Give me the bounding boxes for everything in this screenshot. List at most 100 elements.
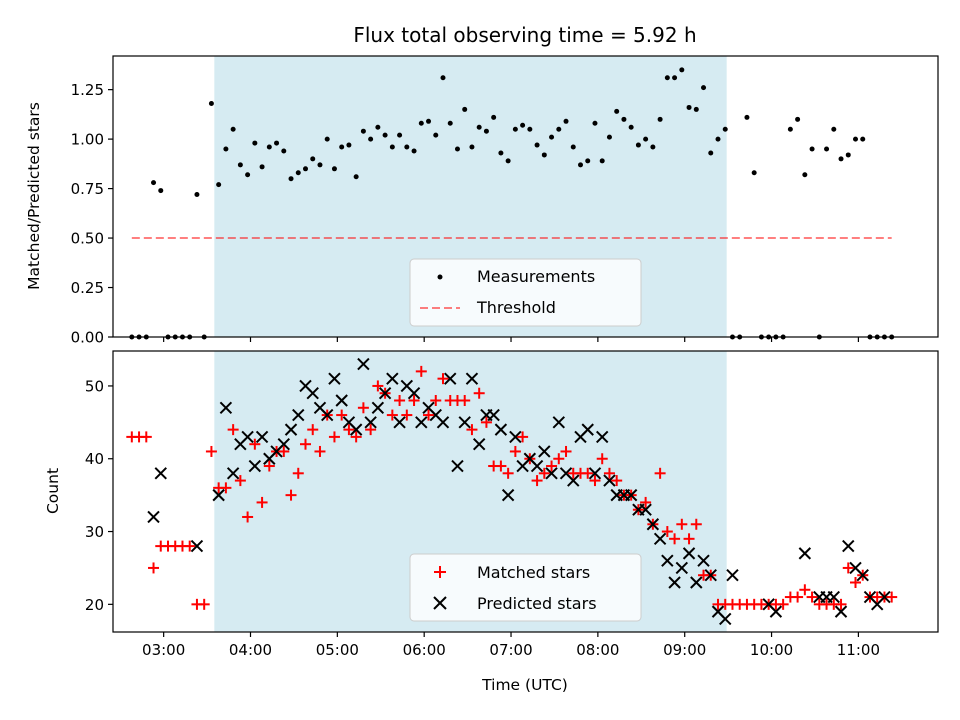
predicted-stars-point — [357, 357, 370, 371]
matched-stars-point — [835, 598, 847, 610]
bottom-y-tick-label: 20 — [85, 596, 104, 614]
matched-stars-point — [509, 445, 521, 457]
predicted-stars-point — [219, 401, 233, 414]
measurements-legend-label: Measurements — [477, 267, 595, 286]
measurements-point — [339, 144, 345, 150]
matched-stars-point — [350, 431, 362, 443]
measurements-point — [643, 136, 649, 142]
matched-stars-point — [415, 365, 427, 377]
matched-stars-legend-label: Matched stars — [477, 563, 590, 582]
top-x-axis-ticks — [163, 337, 859, 342]
measurements-point — [505, 158, 511, 164]
predicted-stars-point — [364, 416, 377, 429]
bottom-plot-frame — [112, 350, 939, 633]
predicted-stars-point — [798, 547, 812, 560]
measurements-point — [368, 136, 374, 142]
measurements-point — [491, 114, 497, 120]
measurements-point — [433, 132, 439, 138]
top-y-axis-label: Matched/Predicted stars — [25, 102, 43, 290]
predicted-stars-point — [567, 474, 580, 487]
measurements-point — [158, 188, 164, 194]
bottom-x-tick-label: 11:00 — [837, 641, 880, 659]
predicted-stars-point — [292, 408, 305, 422]
measurements-point — [440, 75, 446, 81]
predicted-stars-point — [509, 430, 522, 444]
predicted-stars-point — [726, 569, 739, 582]
predicted-stars-point — [349, 423, 363, 436]
predicted-stars-point — [487, 408, 500, 422]
predicted-stars-point — [386, 372, 399, 385]
top-plot-frame — [112, 55, 939, 338]
matched-stars-point — [886, 591, 898, 603]
predicted-stars-point — [697, 554, 710, 567]
predicted-stars-point — [255, 430, 269, 444]
predicted-stars-point — [834, 605, 848, 618]
measurements-point — [520, 122, 526, 128]
matched-stars-point — [256, 496, 268, 508]
matched-stars-point — [842, 562, 854, 574]
predicted-stars-point — [212, 488, 225, 502]
matched-stars-point — [386, 409, 398, 421]
matched-stars-point — [263, 460, 275, 472]
measurements-point — [541, 152, 547, 158]
bottom-y-axis-label: Count — [44, 468, 62, 514]
measurements-point — [151, 180, 157, 186]
threshold-legend-label: Threshold — [476, 298, 556, 317]
measurements-point — [447, 120, 453, 126]
measurements-point — [693, 106, 699, 112]
top-y-tick-label: 0.75 — [71, 180, 104, 198]
measurements-point — [628, 124, 634, 130]
measurements-point — [498, 150, 504, 156]
matched-stars-legend-marker — [434, 566, 446, 578]
matched-stars-point — [850, 576, 861, 588]
predicted-stars-point — [538, 445, 551, 458]
measurements-point — [672, 75, 678, 81]
predicted-stars-point — [465, 372, 479, 385]
matched-stars-point — [502, 467, 514, 479]
predicted-stars-point — [653, 532, 667, 546]
predicted-stars-point — [842, 539, 855, 553]
top-y-tick-label: 1.00 — [71, 131, 104, 149]
matched-stars-point — [531, 475, 543, 487]
measurements-point — [476, 124, 482, 130]
predicted-stars-point — [451, 459, 464, 473]
matched-stars-point — [792, 591, 804, 603]
matched-stars-point — [683, 533, 695, 545]
measurements-point — [295, 170, 301, 176]
predicted-stars-point — [501, 488, 515, 502]
bottom-x-axis-ticks: 03:00 04:00 05:00 06:00 07:00 08:00 09:00 10:00… — [142, 632, 880, 659]
predicted-stars-point — [668, 576, 681, 589]
matched-stars-point — [249, 438, 261, 450]
bottom-y-axis-ticks: 20 30 40 50 — [85, 377, 113, 614]
matched-stars-point — [234, 475, 246, 487]
measurements-point — [360, 128, 366, 134]
matched-stars-point — [220, 482, 232, 494]
matched-stars-point — [799, 584, 811, 596]
measurements-point — [237, 162, 243, 168]
measurements-point — [324, 136, 330, 142]
measurements-point — [281, 148, 287, 154]
predicted-stars-point — [248, 459, 262, 473]
matched-stars-point — [242, 511, 254, 523]
matched-stars-point — [148, 562, 160, 574]
measurements-point — [208, 100, 214, 106]
measurements-point — [549, 134, 555, 140]
matched-stars-point — [423, 409, 435, 421]
top-legend: Measurements Threshold — [409, 258, 642, 327]
predicted-stars-point — [704, 569, 717, 582]
matched-stars-point — [806, 591, 818, 603]
measurements-point — [512, 126, 518, 132]
predicted-stars-point — [393, 416, 406, 429]
measurements-point — [824, 146, 830, 152]
bottom-x-tick-label: 06:00 — [403, 641, 446, 659]
matched-stars-point — [777, 598, 789, 610]
measurements-point — [194, 192, 200, 198]
matched-stars-point — [603, 467, 615, 479]
predicted-stars-point — [241, 430, 254, 444]
matched-stars-point — [669, 533, 681, 545]
top-y-tick-label: 0.25 — [71, 279, 104, 297]
measurements-point — [578, 162, 583, 168]
predicted-stars-point — [581, 423, 594, 436]
measurements-point — [288, 176, 294, 182]
predicted-stars-point — [639, 503, 652, 516]
